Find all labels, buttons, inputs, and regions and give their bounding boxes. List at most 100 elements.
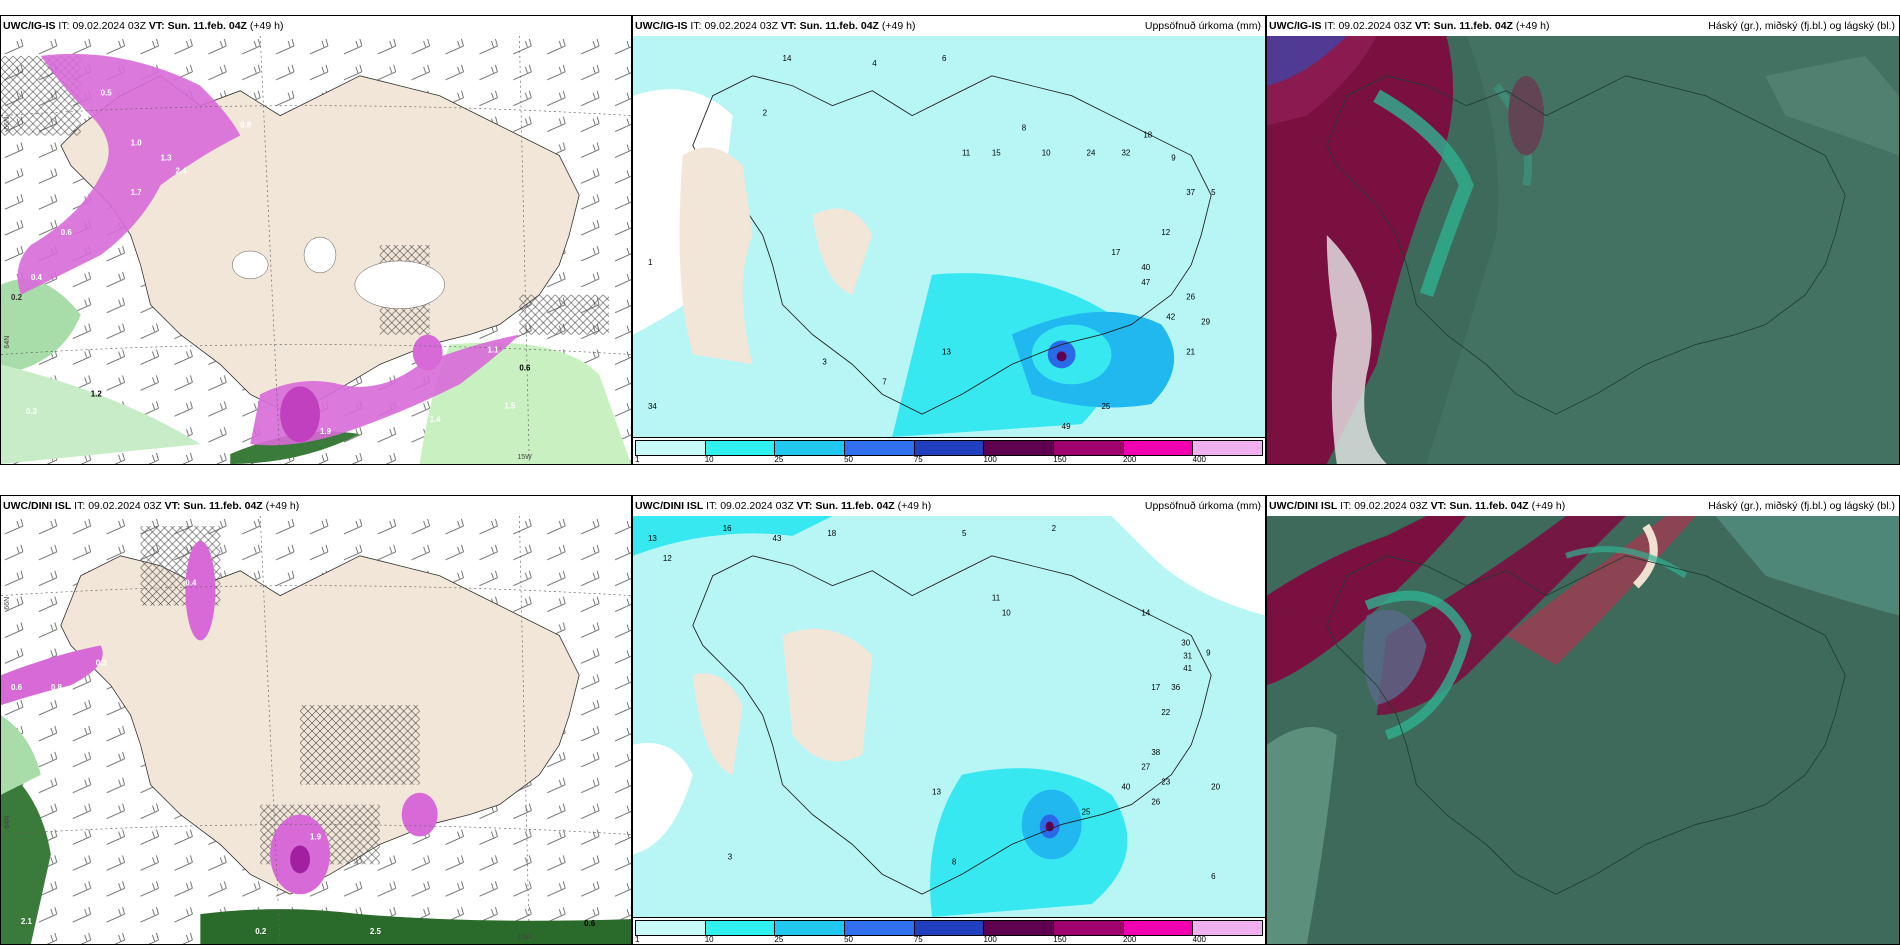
wind-label: 2.4 [175, 166, 187, 175]
precip-map-svg: 14 4 6 2 11 15 8 10 24 32 18 9 37 5 12 1… [633, 36, 1265, 437]
precip-legend: 1 10 25 50 75 100 150 200 400 [633, 917, 1265, 944]
legend-ticks: 1 10 25 50 75 100 150 200 400 [635, 935, 1263, 944]
legend-swatch [705, 921, 776, 935]
legend-tick: 25 [774, 935, 784, 944]
precip-value: 30 [1181, 638, 1190, 647]
legend-swatch [914, 921, 985, 935]
legend-ticks: 1 10 25 50 75 100 150 200 400 [635, 455, 1263, 464]
legend-swatch [705, 441, 776, 455]
wind-panel-row2: UWC/DINI ISL IT: 09.02.2024 03Z VT: Sun.… [0, 495, 632, 945]
legend-colorbar [635, 920, 1263, 936]
icing-area [185, 540, 216, 641]
iceland-coast [1326, 555, 1846, 895]
precip-title: Uppsöfnuð úrkoma (mm) [1144, 500, 1261, 512]
cloud-panel-row1: UWC/IG-IS IT: 09.02.2024 03Z VT: Sun. 11… [1266, 15, 1900, 465]
it-value: 09.02.2024 03Z [720, 500, 794, 512]
panel-header: UWC/DINI ISL IT: 09.02.2024 03Z VT: Sun.… [633, 496, 1265, 516]
vt-label: VT: [780, 20, 797, 32]
precip-value: 49 [1062, 422, 1071, 431]
precip-map: 14 4 6 2 11 15 8 10 24 32 18 9 37 5 12 1… [633, 36, 1265, 437]
legend-swatch [636, 441, 706, 455]
precip-value: 8 [952, 857, 957, 866]
legend-swatch [775, 921, 846, 935]
it-label: IT: [1324, 20, 1336, 32]
precip-value: 37 [1186, 188, 1195, 197]
legend-swatch [984, 441, 1055, 455]
model-name: UWC/DINI ISL [3, 500, 72, 512]
cloud-panel-row2: UWC/DINI ISL IT: 09.02.2024 03Z VT: Sun.… [1266, 495, 1900, 945]
precip-value: 12 [663, 554, 672, 563]
lon-label: 15W [517, 934, 532, 941]
precip-value: 5 [1211, 188, 1216, 197]
iceland-coast [692, 555, 1212, 895]
panel-header: UWC/DINI ISL IT: 09.02.2024 03Z VT: Sun.… [1267, 496, 1899, 516]
precip-value: 5 [962, 529, 967, 538]
precip-value: 14 [783, 54, 792, 63]
it-label: IT: [1340, 500, 1352, 512]
wind-label: 0.6 [584, 919, 596, 928]
precip-value: 9 [1206, 648, 1211, 657]
legend-swatch [914, 441, 985, 455]
legend-swatch [1123, 441, 1194, 455]
wind-label: 0.6 [11, 683, 23, 692]
it-label: IT: [58, 20, 70, 32]
precip-value: 31 [1183, 651, 1192, 660]
precip-value: 43 [773, 534, 782, 543]
it-value: 09.02.2024 03Z [1354, 500, 1428, 512]
panel-header: UWC/IG-IS IT: 09.02.2024 03Z VT: Sun. 11… [1267, 16, 1899, 36]
precip-value: 13 [932, 788, 941, 797]
precip-value: 9 [1171, 153, 1176, 162]
cloud-title: Háský (gr.), miðský (fj.bl.) og lágský (… [1708, 20, 1895, 32]
precip-value: 17 [1111, 248, 1120, 257]
precip-value: 26 [1151, 798, 1160, 807]
precip-value: 3 [822, 357, 827, 366]
legend-swatch [845, 441, 915, 455]
wind-label: 0.5 [101, 89, 113, 98]
lat-label: 64N [4, 816, 11, 829]
wind-label: 2.1 [21, 917, 33, 926]
it-value: 09.02.2024 03Z [88, 500, 162, 512]
precip-value: 2 [763, 109, 768, 118]
precip-value: 11 [962, 148, 971, 157]
precip-value: 8 [1022, 124, 1027, 133]
wind-label: 0.4 [185, 579, 197, 588]
panel-header: UWC/IG-IS IT: 09.02.2024 03Z VT: Sun. 11… [1, 16, 631, 36]
legend-tick: 25 [774, 455, 784, 464]
lat-label: 66N [4, 117, 11, 130]
precip-value: 40 [1121, 783, 1130, 792]
legend-tick: 75 [913, 455, 923, 464]
lead-time: (+49 h) [265, 500, 300, 512]
precip-value: 2 [1052, 524, 1057, 533]
precip-value: 4 [872, 59, 877, 68]
cloud-map-svg [1267, 516, 1899, 944]
lead-time: (+49 h) [1531, 500, 1566, 512]
wind-map: 0.4 0.3 0.6 0.8 0.5 1.9 2.5 0.2 1.3 2.1 … [1, 516, 631, 944]
wind-label: 1.4 [430, 415, 442, 424]
it-value: 09.02.2024 03Z [1338, 20, 1412, 32]
wind-label: 0.3 [96, 658, 108, 667]
precip-value: 25 [1102, 402, 1111, 411]
precip-value: 14 [1141, 609, 1150, 618]
model-name: UWC/IG-IS [635, 20, 688, 32]
wind-label: 1.3 [410, 842, 422, 851]
legend-tick: 1 [635, 455, 640, 464]
precip-green-area [1, 279, 81, 375]
model-name: UWC/IG-IS [1269, 20, 1322, 32]
cloud-map [1267, 516, 1899, 944]
panel-header: UWC/IG-IS IT: 09.02.2024 03Z VT: Sun. 11… [633, 16, 1265, 36]
iceland-coast [1326, 75, 1846, 415]
model-name: UWC/DINI ISL [635, 500, 704, 512]
precip-value: 32 [1121, 148, 1130, 157]
model-name: UWC/IG-IS [3, 20, 56, 32]
legend-tick: 75 [913, 935, 923, 944]
legend-tick: 50 [844, 935, 854, 944]
wind-label: 2.5 [370, 927, 382, 936]
lat-label: 64N [4, 336, 11, 349]
lon-label: 15W [517, 454, 532, 461]
it-label: IT: [74, 500, 86, 512]
wind-label: 0.2 [11, 293, 23, 302]
precip-value: 34 [648, 402, 657, 411]
legend-tick: 1 [635, 935, 640, 944]
wind-label: 1.9 [320, 427, 332, 436]
legend-swatch [1123, 921, 1194, 935]
